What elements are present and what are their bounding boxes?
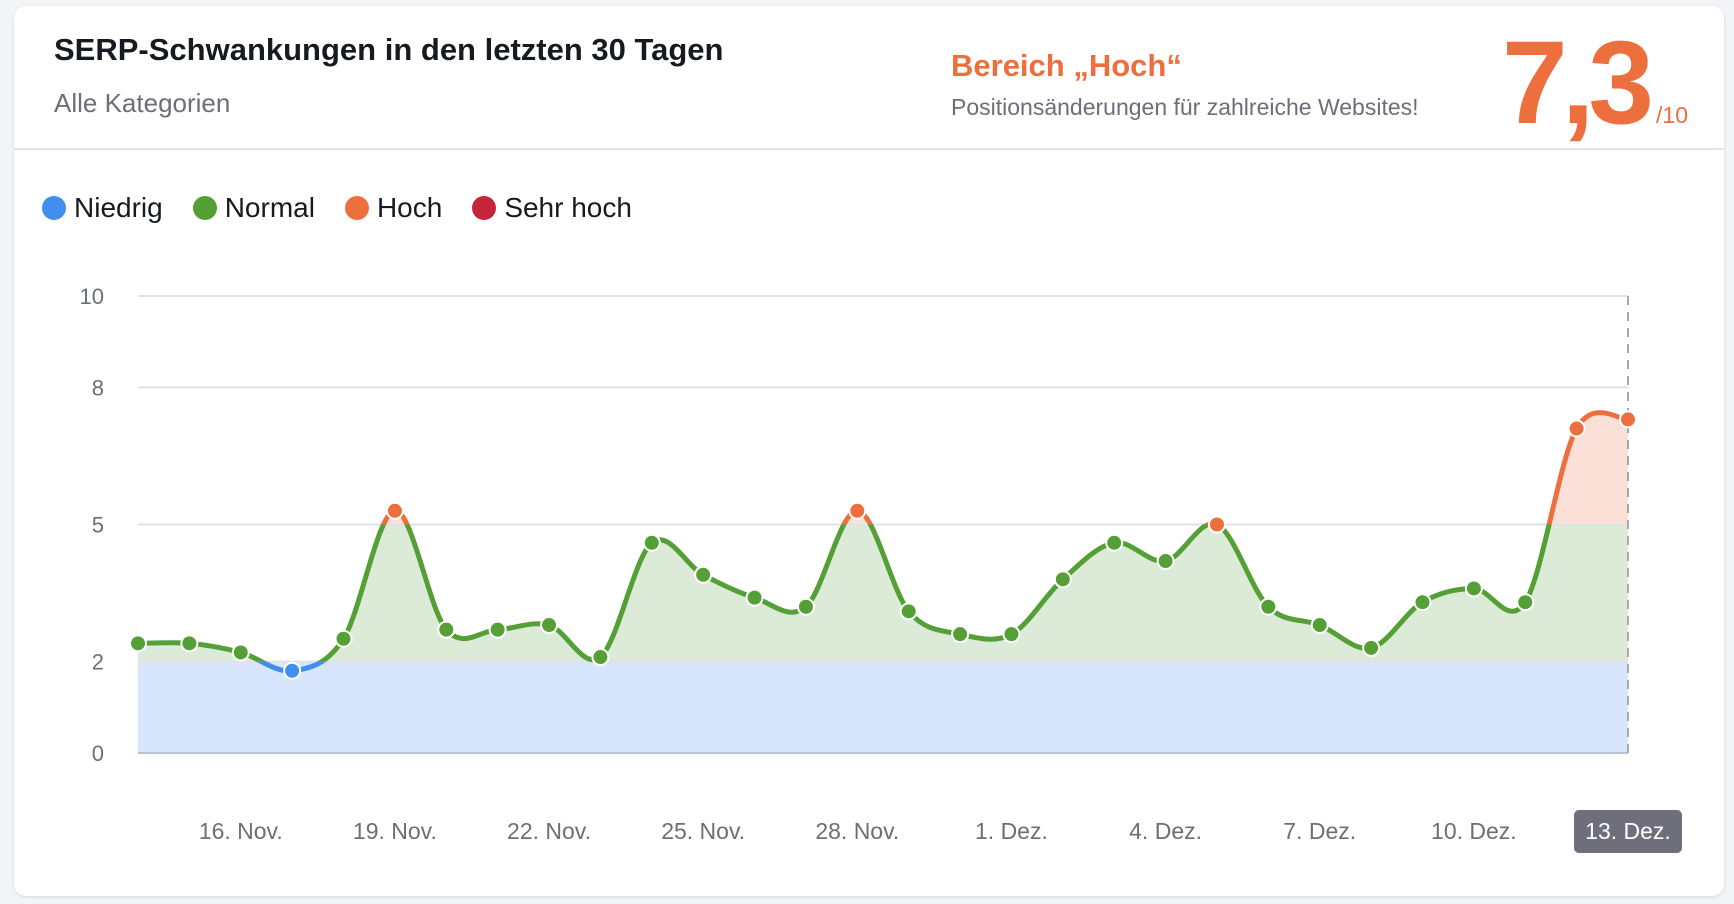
score-max: /10 [1656, 102, 1688, 128]
legend-label: Normal [224, 192, 315, 223]
data-point[interactable] [745, 588, 764, 607]
data-point[interactable] [1464, 579, 1483, 598]
legend-dot-icon [344, 196, 369, 220]
y-tick-label: 2 [92, 650, 104, 675]
data-point[interactable] [1413, 593, 1432, 612]
data-point[interactable] [1105, 533, 1124, 552]
x-tick-label: 22. Nov. [507, 818, 591, 844]
data-point[interactable] [1310, 616, 1329, 635]
data-point[interactable] [437, 620, 456, 639]
y-tick-label: 5 [92, 513, 104, 538]
legend-item-sehr-hoch[interactable]: Sehr hoch [472, 192, 632, 224]
data-point[interactable] [231, 643, 250, 662]
x-tick-label: 1. Dez. [975, 818, 1048, 844]
data-point[interactable] [796, 597, 815, 616]
legend-dot-icon [472, 196, 497, 220]
data-point[interactable] [1156, 552, 1175, 571]
data-point[interactable] [283, 661, 302, 680]
legend-item-normal[interactable]: Normal [192, 192, 315, 224]
data-point[interactable] [1362, 638, 1381, 657]
data-point[interactable] [1002, 625, 1021, 644]
data-point[interactable] [334, 629, 353, 648]
data-point[interactable] [642, 533, 661, 552]
y-tick-label: 10 [80, 284, 104, 309]
data-point[interactable] [488, 620, 507, 639]
x-tick-label: 28. Nov. [815, 818, 899, 844]
data-point[interactable] [1516, 593, 1535, 612]
data-point[interactable] [848, 501, 867, 520]
x-tick-label: 7. Dez. [1283, 818, 1356, 844]
data-point[interactable] [1259, 597, 1278, 616]
legend-dot-icon [42, 196, 66, 220]
data-point[interactable] [1619, 410, 1637, 429]
y-tick-label: 0 [92, 741, 104, 766]
x-tick-label: 25. Nov. [661, 818, 745, 844]
header-divider [14, 148, 1724, 150]
legend-label: Hoch [376, 192, 443, 223]
data-point[interactable] [1207, 515, 1226, 534]
score-display: 7,3 /10 [1502, 24, 1688, 142]
data-point[interactable] [899, 602, 918, 621]
data-point[interactable] [591, 648, 610, 667]
data-point[interactable] [694, 565, 713, 584]
legend-label: Niedrig [74, 192, 163, 223]
legend-dot-icon [192, 196, 217, 220]
band-fill-niedrig [138, 661, 1628, 753]
area-fill-normal [138, 524, 1628, 662]
data-point[interactable] [385, 501, 404, 520]
range-title: Bereich „Hoch“ [951, 48, 1182, 83]
range-description: Positionsänderungen für zahlreiche Websi… [951, 94, 1419, 120]
x-tick-label: 13. Dez. [1585, 818, 1671, 844]
legend-item-hoch[interactable]: Hoch [344, 192, 443, 224]
legend-label: Sehr hoch [504, 192, 632, 223]
x-tick-label: 10. Dez. [1431, 818, 1517, 844]
legend-item-niedrig[interactable]: Niedrig [42, 192, 163, 224]
data-point[interactable] [540, 616, 559, 635]
data-point[interactable] [180, 634, 199, 653]
data-point[interactable] [951, 625, 970, 644]
y-tick-label: 8 [92, 375, 104, 400]
data-point[interactable] [1053, 570, 1072, 589]
volatility-score: 7,3 [1501, 17, 1654, 149]
x-tick-label: 16. Nov. [199, 818, 283, 844]
data-point[interactable] [129, 634, 147, 653]
highlighted-date-badge [1574, 810, 1682, 853]
card-title: SERP-Schwankungen in den letzten 30 Tage… [54, 32, 724, 67]
series-line-normal [135, 524, 1552, 662]
category-label: Alle Kategorien [54, 88, 231, 118]
x-tick-label: 4. Dez. [1129, 818, 1202, 844]
x-tick-label: 19. Nov. [353, 818, 437, 844]
data-point[interactable] [1567, 419, 1586, 438]
chart-legend: Niedrig Normal Hoch Sehr hoch [42, 192, 632, 224]
